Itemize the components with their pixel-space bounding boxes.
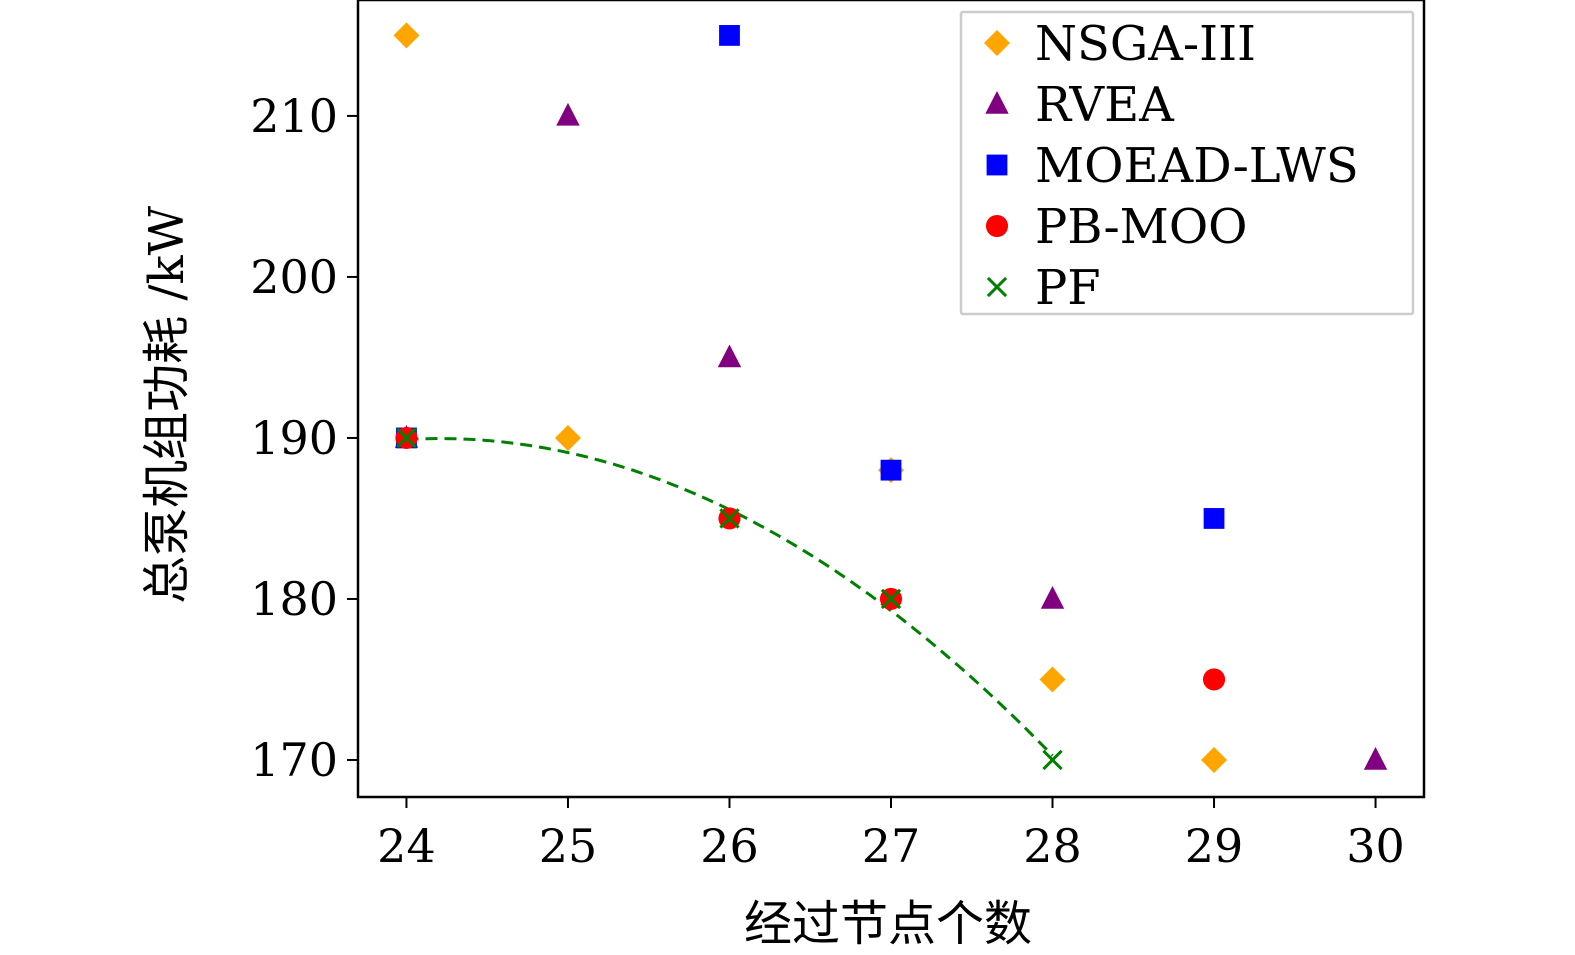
x-tick-label: 27 [862, 819, 921, 873]
y-tick-label: 170 [250, 733, 338, 787]
legend-label: PB-MOO [1035, 199, 1248, 255]
data-point [719, 508, 740, 529]
x-tick-label: 26 [700, 819, 759, 873]
x-tick-label: 28 [1023, 819, 1082, 873]
x-tick-label: 25 [539, 819, 598, 873]
legend-marker [984, 30, 1010, 56]
pareto-front-line [406, 436, 1054, 757]
data-point [554, 424, 581, 451]
axis-ticks: 24 25 26 27 28 29 30 170 180 190 200 210 [250, 89, 1405, 873]
legend-label: NSGA-III [1035, 16, 1256, 72]
x-tick-label: 29 [1185, 819, 1244, 873]
data-point [1203, 508, 1225, 529]
x-axis-label: 经过节点个数 [744, 896, 1032, 952]
legend-marker [985, 91, 1009, 114]
data-points [393, 22, 1388, 773]
legend-marker [986, 276, 1008, 298]
y-axis-label: 总泵机组功耗 /kW [139, 205, 195, 604]
data-point [1039, 666, 1066, 693]
legend-label: RVEA [1035, 77, 1175, 133]
pareto-front-curve-layer [406, 436, 1054, 757]
data-point [556, 102, 580, 126]
legend-marker [986, 154, 1008, 176]
data-point [1202, 668, 1226, 691]
legend-label: MOEAD-LWS [1035, 138, 1359, 194]
data-point [717, 344, 742, 368]
data-point [1201, 746, 1228, 773]
legend-frame [959, 10, 1415, 316]
data-point [1040, 585, 1065, 609]
data-point [396, 427, 417, 449]
data-point [880, 588, 902, 610]
y-tick-label: 200 [250, 250, 338, 304]
y-tick-label: 210 [250, 89, 338, 143]
data-point [1042, 749, 1063, 771]
x-tick-label: 30 [1346, 819, 1405, 873]
data-point [880, 459, 902, 481]
legend-label: PF [1035, 260, 1101, 316]
x-tick-label: 24 [377, 819, 436, 873]
data-point [393, 22, 420, 49]
y-tick-label: 180 [250, 572, 338, 626]
legend-marker [985, 214, 1009, 238]
data-point [719, 25, 740, 46]
data-point [1363, 746, 1388, 770]
y-tick-label: 190 [250, 411, 338, 465]
